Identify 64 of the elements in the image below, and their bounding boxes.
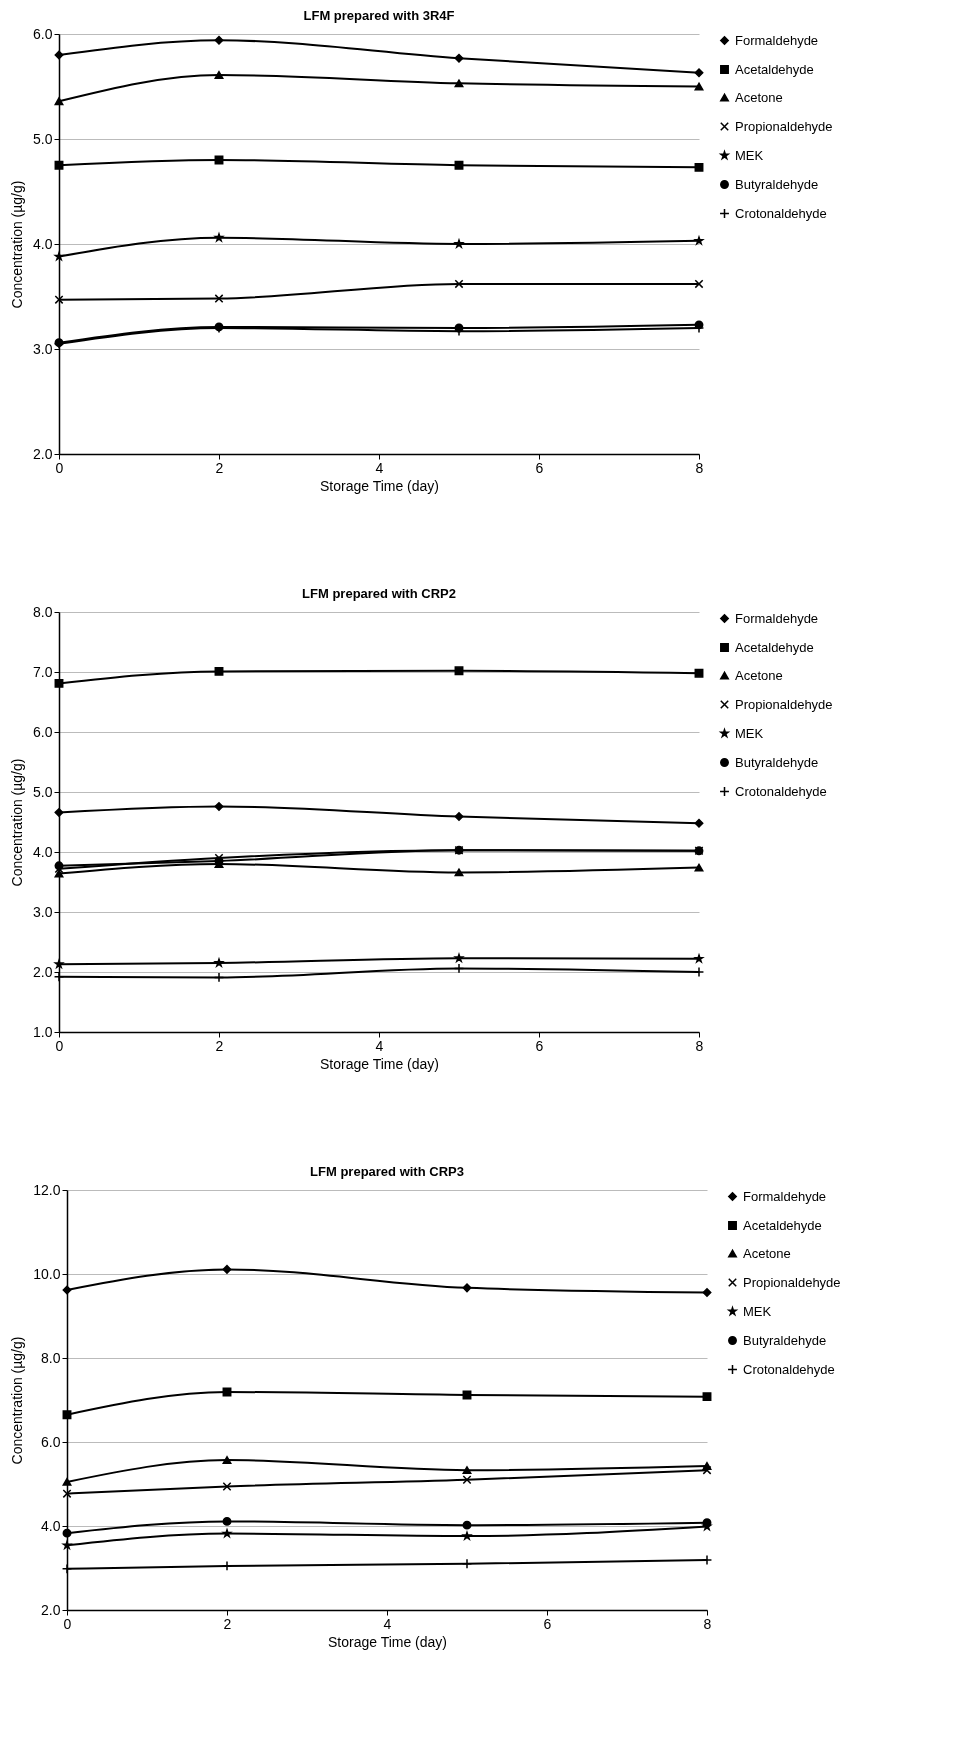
x-tick-label: 8 — [695, 1037, 704, 1054]
legend-label: Formaldehyde — [743, 1188, 827, 1204]
x-axis-title: Storage Time (day) — [319, 1055, 440, 1072]
x-tick-label: 6 — [535, 1037, 544, 1054]
y-axis-title: Concentration (µg/g) — [9, 180, 26, 309]
y-tick-label: 7.0 — [33, 663, 53, 680]
legend-label: Acetone — [735, 89, 783, 105]
x-tick-label: 6 — [535, 459, 544, 476]
x-tick-label: 2 — [215, 459, 224, 476]
x-tick-label: 4 — [383, 1615, 392, 1632]
y-tick-label: 4.0 — [33, 843, 53, 860]
x-tick-label: 2 — [223, 1615, 232, 1632]
x-tick-label: 0 — [55, 1037, 64, 1054]
x-tick-label: 0 — [63, 1615, 72, 1632]
x-tick-label: 8 — [703, 1615, 712, 1632]
legend-label: Butyraldehyde — [735, 754, 819, 770]
legend-label: Propionaldehyde — [735, 696, 833, 712]
legend-label: Propionaldehyde — [735, 118, 833, 134]
legend-label: MEK — [735, 147, 764, 163]
legend-label: Formaldehyde — [735, 32, 819, 48]
y-axis-title: Concentration (µg/g) — [9, 1336, 26, 1465]
chart-title: LFM prepared with 3R4F — [303, 8, 455, 23]
x-tick-label: 8 — [695, 459, 704, 476]
x-tick-label: 2 — [215, 1037, 224, 1054]
y-tick-label: 2.0 — [41, 1601, 61, 1618]
x-tick-label: 6 — [543, 1615, 552, 1632]
x-tick-label: 4 — [375, 459, 384, 476]
legend-label: Butyraldehyde — [743, 1332, 827, 1348]
legend-label: Formaldehyde — [735, 610, 819, 626]
legend-label: Acetaldehyde — [743, 1217, 822, 1233]
y-tick-label: 4.0 — [41, 1517, 61, 1534]
x-tick-label: 0 — [55, 459, 64, 476]
legend-label: Acetone — [735, 667, 783, 683]
y-tick-label: 10.0 — [33, 1265, 61, 1282]
legend-label: Crotonaldehyde — [743, 1361, 835, 1377]
legend-label: MEK — [735, 725, 764, 741]
y-tick-label: 5.0 — [33, 783, 53, 800]
x-tick-label: 4 — [375, 1037, 384, 1054]
y-tick-label: 12.0 — [33, 1181, 61, 1198]
chart-title: LFM prepared with CRP3 — [310, 1164, 464, 1179]
x-axis-title: Storage Time (day) — [327, 1633, 448, 1650]
y-tick-label: 2.0 — [33, 963, 53, 980]
legend-label: Acetaldehyde — [735, 61, 814, 77]
y-tick-label: 3.0 — [33, 903, 53, 920]
legend-label: Propionaldehyde — [743, 1274, 841, 1290]
y-tick-label: 1.0 — [33, 1023, 53, 1040]
legend-label: Butyraldehyde — [735, 176, 819, 192]
y-tick-label: 3.0 — [33, 340, 53, 357]
chart-title: LFM prepared with CRP2 — [302, 586, 456, 601]
legend-label: Acetaldehyde — [735, 639, 814, 655]
y-tick-label: 5.0 — [33, 130, 53, 147]
legend-label: Acetone — [743, 1245, 791, 1261]
y-tick-label: 2.0 — [33, 445, 53, 462]
legend-label: MEK — [743, 1303, 772, 1319]
y-tick-label: 4.0 — [33, 235, 53, 252]
y-tick-label: 8.0 — [41, 1349, 61, 1366]
y-tick-label: 6.0 — [41, 1433, 61, 1450]
legend-label: Crotonaldehyde — [735, 205, 827, 221]
y-axis-title: Concentration (µg/g) — [9, 758, 26, 887]
y-tick-label: 8.0 — [33, 603, 53, 620]
y-tick-label: 6.0 — [33, 25, 53, 42]
x-axis-title: Storage Time (day) — [319, 477, 440, 494]
legend-label: Crotonaldehyde — [735, 783, 827, 799]
y-tick-label: 6.0 — [33, 723, 53, 740]
